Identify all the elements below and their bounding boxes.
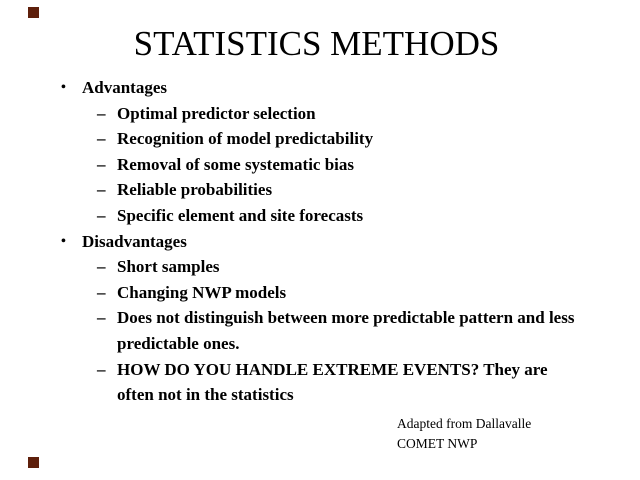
bullet-item: • Disadvantages — [0, 229, 630, 255]
bullet-marker: – — [97, 308, 106, 328]
bullet-marker: • — [61, 233, 66, 249]
bullet-marker: – — [97, 103, 106, 123]
bullet-item: – Does not distinguish between more pred… — [0, 305, 630, 356]
bullet-marker: – — [97, 129, 106, 149]
bullet-marker: – — [97, 205, 106, 225]
bullet-marker: – — [97, 257, 106, 277]
bullet-item: – Changing NWP models — [0, 280, 630, 306]
bullet-text: Recognition of model predictability — [117, 129, 374, 149]
bullet-marker: – — [97, 154, 106, 174]
corner-decor-square-top-left — [28, 7, 39, 18]
bullet-item: • Advantages — [0, 75, 630, 101]
bullet-text: Reliable probabilities — [117, 180, 273, 200]
bullet-item: – Optimal predictor selection — [0, 101, 630, 127]
bullet-item: – Reliable probabilities — [0, 177, 630, 203]
bullet-marker: – — [97, 180, 106, 200]
bullet-text: Disadvantages — [82, 231, 187, 251]
bullet-marker: • — [61, 80, 66, 95]
bullet-marker: – — [97, 282, 106, 302]
credit-block: Adapted from Dallavalle COMET NWP — [397, 414, 531, 454]
bullet-text: HOW DO YOU HANDLE EXTREME EVENTS? They a… — [117, 359, 548, 405]
bullet-text: Specific element and site forecasts — [117, 205, 364, 225]
credit-line-2: COMET NWP — [397, 436, 478, 451]
bullet-text: Does not distinguish between more predic… — [117, 308, 575, 353]
bullet-text: Short samples — [117, 257, 220, 277]
bullet-text: Changing NWP models — [117, 282, 287, 302]
bullet-item: – Short samples — [0, 254, 630, 280]
bullet-item: – HOW DO YOU HANDLE EXTREME EVENTS? They… — [0, 357, 630, 408]
bullet-text: Optimal predictor selection — [117, 103, 316, 123]
bullet-text: Removal of some systematic bias — [117, 154, 355, 174]
bullet-item: – Recognition of model predictability — [0, 126, 630, 152]
credit-line-1: Adapted from Dallavalle — [397, 416, 532, 431]
bullet-item: – Removal of some systematic bias — [0, 152, 630, 178]
bullet-list: • Advantages – Optimal predictor selecti… — [0, 75, 630, 408]
bullet-item: – Specific element and site forecasts — [0, 203, 630, 229]
bullet-marker: – — [97, 359, 106, 379]
slide-title: STATISTICS METHODS — [133, 24, 500, 63]
bullet-text: Advantages — [82, 78, 168, 97]
corner-decor-square-bottom-left — [28, 457, 39, 468]
